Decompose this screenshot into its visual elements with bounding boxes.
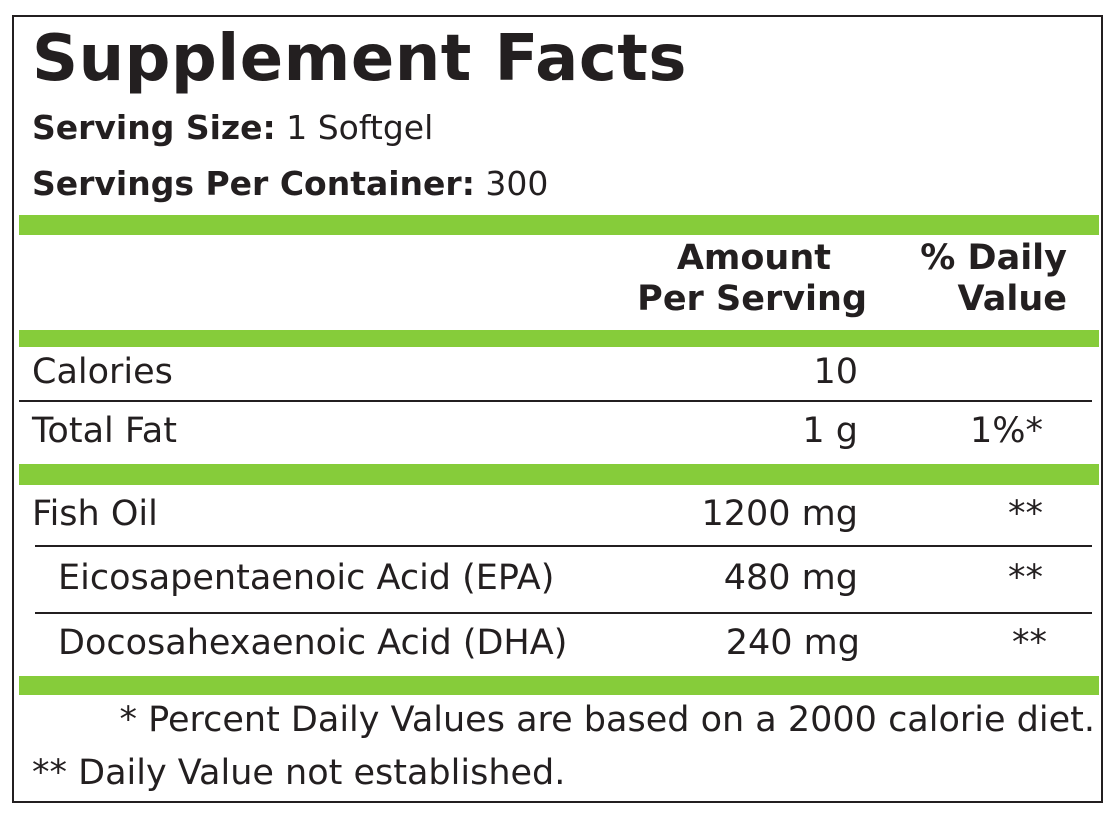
green-divider [19,676,1099,695]
header-line: Value [957,279,1067,319]
row-daily-value: ** [1008,494,1043,534]
servings-per-container: Servings Per Container: 300 [32,164,548,203]
serving-size-label: Serving Size: [32,108,276,147]
row-divider [35,612,1092,614]
row-amount: 1200 mg [701,494,858,534]
row-name: Total Fat [32,411,177,451]
green-divider [19,330,1099,347]
amount-per-serving-header: Amount Per Serving [637,238,867,320]
row-name: Docosahexaenoic Acid (DHA) [58,623,568,663]
serving-size: Serving Size: 1 Softgel [32,108,433,147]
header-line: Amount [676,238,831,278]
header-line: Per Serving [637,279,867,319]
row-daily-value: ** [1012,623,1047,663]
row-divider [35,545,1092,547]
row-amount: 1 g [802,411,858,451]
header-line: % Daily [920,238,1067,278]
row-amount: 240 mg [725,623,860,663]
daily-value-header: % Daily Value [920,238,1067,320]
servings-per-container-label: Servings Per Container: [32,164,475,203]
row-divider [19,400,1092,402]
row-name: Calories [32,352,173,392]
green-divider [19,464,1099,485]
footnote-percent-dv: * Percent Daily Values are based on a 20… [119,700,1095,740]
row-amount: 10 [813,352,858,392]
label-title: Supplement Facts [32,22,687,96]
row-amount: 480 mg [723,558,858,598]
row-name: Eicosapentaenoic Acid (EPA) [58,558,555,598]
label-border [12,15,1103,803]
row-daily-value: ** [1008,558,1043,598]
servings-per-container-value: 300 [485,164,549,203]
footnote-dv-not-established: ** Daily Value not established. [32,753,566,793]
green-divider [19,215,1099,235]
serving-size-value: 1 Softgel [286,108,434,147]
row-name: Fish Oil [32,494,158,534]
row-daily-value: 1%* [969,411,1043,451]
